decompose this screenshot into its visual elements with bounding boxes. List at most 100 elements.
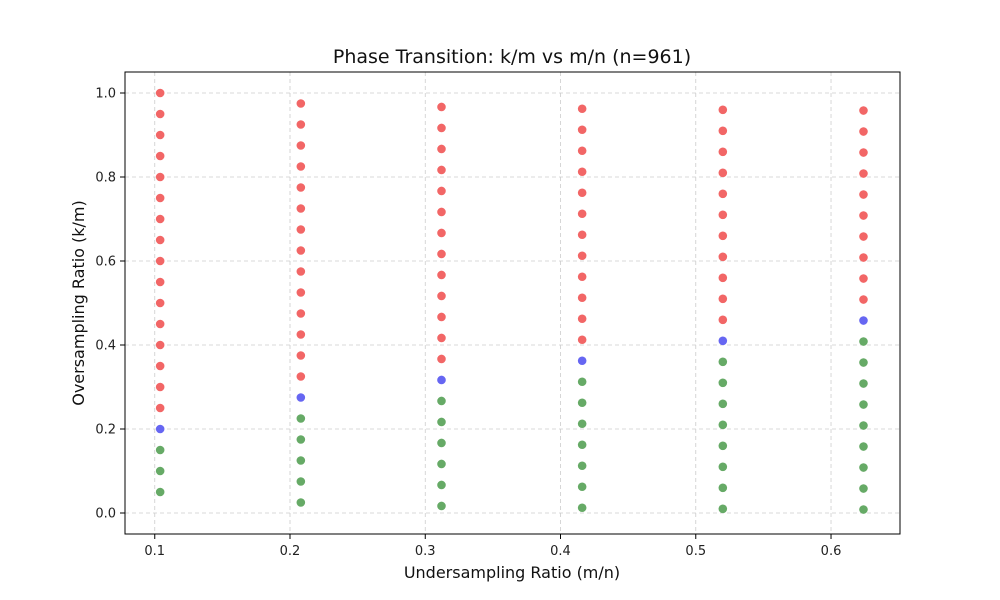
scatter-point-transition [155,424,165,434]
scatter-point-failure [577,251,587,261]
scatter-point-success [437,396,446,406]
scatter-point-failure [577,125,587,135]
x-tick-label: 0.3 [415,544,436,559]
scatter-point-success [859,379,868,388]
scatter-point-success [859,505,868,514]
scatter-point-failure [577,167,587,177]
scatter-point-success [577,419,587,429]
scatter-point-failure [718,231,728,241]
scatter-point-failure [718,147,728,157]
scatter-point-failure [155,235,165,245]
scatter-point-success [155,466,165,476]
scatter-point-failure [859,148,868,157]
scatter-point-success [437,459,446,469]
scatter-point-success [718,462,728,472]
scatter-point-failure [155,319,165,329]
scatter-point-success [718,504,728,514]
y-axis-label: Oversampling Ratio (k/m) [69,200,88,406]
scatter-point-success [437,438,446,448]
scatter-point-success [577,440,587,450]
scatter-point-transition [859,316,868,325]
scatter-point-failure [155,109,165,119]
scatter-point-failure [296,183,306,192]
scatter-point-failure [577,188,587,198]
y-tick-label: 0.4 [95,339,116,354]
scatter-point-failure [296,288,306,297]
scatter-point-failure [437,186,446,196]
scatter-point-failure [296,120,306,129]
scatter-point-failure [296,372,306,381]
chart-title: Phase Transition: k/m vs m/n (n=961) [333,46,691,68]
x-tick-label: 0.1 [144,544,165,559]
x-tick-label: 0.5 [685,544,706,559]
scatter-point-success [577,503,587,513]
scatter-point-failure [155,298,165,308]
scatter-point-success [577,482,587,492]
scatter-point-success [296,498,306,507]
scatter-point-failure [577,314,587,324]
scatter-point-success [296,414,306,423]
scatter-point-success [577,461,587,471]
scatter-point-failure [437,144,446,154]
scatter-point-transition [718,336,728,346]
scatter-point-success [859,337,868,346]
scatter-point-transition [437,375,446,385]
scatter-point-failure [718,252,728,262]
scatter-point-failure [718,126,728,136]
scatter-point-failure [155,130,165,140]
scatter-point-failure [859,253,868,262]
y-tick-label: 0.6 [95,255,116,270]
scatter-point-success [437,480,446,490]
y-tick-label: 0.8 [95,171,116,186]
scatter-point-success [155,487,165,497]
scatter-point-failure [859,169,868,178]
scatter-point-failure [859,127,868,136]
scatter-point-failure [577,272,587,282]
scatter-point-failure [155,88,165,98]
scatter-point-failure [859,106,868,115]
scatter-point-failure [437,207,446,217]
x-tick-label: 0.2 [280,544,301,559]
scatter-point-failure [155,193,165,203]
scatter-point-failure [718,273,728,283]
scatter-point-failure [155,256,165,266]
scatter-point-success [859,442,868,451]
scatter-point-failure [859,232,868,241]
scatter-point-success [296,456,306,465]
scatter-point-success [718,378,728,388]
scatter-point-success [718,399,728,409]
scatter-point-success [718,357,728,367]
x-tick-label: 0.6 [821,544,842,559]
y-tick-label: 1.0 [95,87,116,102]
scatter-point-failure [577,146,587,156]
scatter-point-failure [437,249,446,259]
points [155,88,868,514]
scatter-point-failure [577,230,587,240]
scatter-point-transition [577,356,587,366]
scatter-point-failure [296,225,306,234]
scatter-point-failure [718,105,728,115]
scatter-point-failure [859,211,868,220]
scatter-point-success [296,435,306,444]
scatter-point-failure [718,168,728,178]
scatter-point-failure [437,354,446,364]
scatter-point-failure [577,209,587,219]
scatter-point-failure [437,123,446,133]
scatter-point-success [718,483,728,493]
scatter-point-failure [155,361,165,371]
scatter-point-failure [296,351,306,360]
y-tick-label: 0.2 [95,423,116,438]
y-tick-label: 0.0 [95,507,116,522]
scatter-point-failure [155,340,165,350]
x-tick-label: 0.4 [550,544,571,559]
scatter-point-failure [155,277,165,287]
plot-frame [124,71,901,535]
scatter-point-failure [437,291,446,301]
scatter-point-failure [155,151,165,161]
scatter-point-failure [577,104,587,114]
scatter-point-failure [296,246,306,255]
scatter-point-success [859,463,868,472]
scatter-point-failure [718,189,728,199]
scatter-point-success [859,400,868,409]
scatter-point-failure [437,333,446,343]
